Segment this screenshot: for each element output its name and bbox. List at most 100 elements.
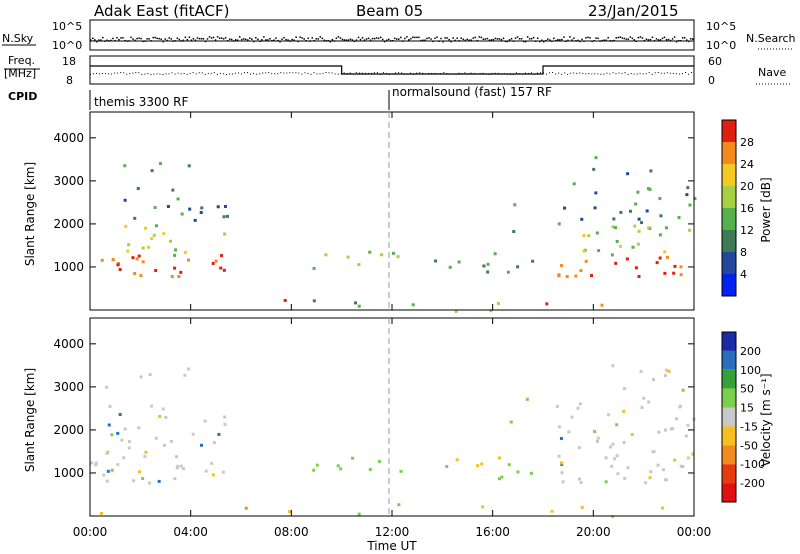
nsky-point <box>245 38 247 41</box>
nave-point <box>561 73 563 75</box>
velocity-colorbar-label: Velocity [m s⁻¹] <box>759 373 773 466</box>
nsky-point <box>631 37 634 40</box>
power-panel: 1000 2000 3000 4000 Slant Range [km] 4 8 12 16… <box>23 111 773 313</box>
colorbar-tick-label: 200 <box>740 345 761 358</box>
nsky-point <box>442 40 444 43</box>
nave-point <box>120 72 122 74</box>
nsky-point <box>474 36 477 39</box>
cpid-panel: CPID themis 3300 RF normalsound (fast) 1… <box>8 85 552 110</box>
nsky-point <box>496 38 499 40</box>
nave-point <box>132 72 134 74</box>
nave-point <box>642 73 644 75</box>
nave-point <box>307 72 309 74</box>
colorbar-swatch <box>722 142 736 164</box>
nave-point <box>102 73 104 75</box>
heatmap-cell <box>94 463 98 467</box>
heatmap-cell <box>193 218 197 222</box>
nave-point <box>108 73 110 75</box>
x-tick-label: 00:00 <box>677 525 712 539</box>
nsky-point <box>176 37 179 40</box>
nsky-point <box>202 38 205 40</box>
heatmap-cell <box>674 417 678 421</box>
nave-point <box>503 73 505 75</box>
colorbar-tick-label: 8 <box>740 246 747 259</box>
heatmap-cell <box>613 457 617 461</box>
heatmap-cell <box>122 456 126 460</box>
heatmap-cell <box>164 415 168 419</box>
nave-point <box>666 72 668 74</box>
nave-point <box>512 73 514 75</box>
heatmap-cell <box>587 234 591 238</box>
nsky-point <box>110 39 112 42</box>
nsky-point <box>549 39 551 41</box>
heatmap-cell <box>579 481 583 485</box>
nsky-point <box>100 39 102 41</box>
nave-point <box>222 73 224 75</box>
nsky-point <box>188 36 191 38</box>
heatmap-cell <box>152 233 156 237</box>
heatmap-cell <box>179 464 183 468</box>
nave-point <box>482 72 484 74</box>
nave-point <box>533 73 535 75</box>
heatmap-cell <box>596 436 600 440</box>
nsky-point <box>520 37 523 40</box>
nsky-point <box>136 37 138 40</box>
nave-point <box>370 72 372 74</box>
heatmap-cell <box>174 248 178 252</box>
heatmap-cell <box>124 224 128 228</box>
heatmap-cell <box>175 455 179 459</box>
heatmap-cell <box>203 419 207 423</box>
nsky-point <box>158 37 160 40</box>
heatmap-cell <box>176 197 180 201</box>
y-tick-label: 4000 <box>53 131 84 145</box>
nave-point <box>114 72 116 74</box>
nave-point <box>515 72 517 74</box>
nsky-point <box>615 37 617 39</box>
colorbar-frame <box>721 331 737 503</box>
nsky-point <box>492 38 495 41</box>
y-tick-label: 4000 <box>53 337 84 351</box>
nsky-point <box>633 39 636 41</box>
nsky-point <box>98 39 100 41</box>
heatmap-cell <box>187 164 191 168</box>
nsky-point <box>466 38 468 41</box>
nave-point <box>410 72 412 74</box>
heatmap-cell <box>663 250 667 254</box>
heatmap-cell <box>580 505 584 509</box>
nave-point <box>497 72 499 74</box>
nsky-point <box>585 37 587 39</box>
nsky-point <box>436 36 438 38</box>
heatmap-cell <box>667 369 671 373</box>
nsky-point <box>571 39 573 41</box>
heatmap-cell <box>498 477 502 481</box>
nsky-point <box>587 36 589 39</box>
nsky-point <box>569 36 571 38</box>
heatmap-cell <box>123 427 127 431</box>
heatmap-cell <box>600 303 604 307</box>
nsky-point <box>641 37 644 39</box>
nsky-point <box>567 39 569 42</box>
heatmap-cell <box>500 475 504 479</box>
heatmap-cell <box>144 450 148 454</box>
nsky-point <box>116 36 118 39</box>
nsky-point <box>148 38 150 40</box>
nsky-point <box>118 38 120 41</box>
nsky-point <box>637 36 640 39</box>
heatmap-cell <box>133 271 137 275</box>
nsky-point <box>208 36 211 38</box>
nsky-point <box>96 40 98 43</box>
heatmap-cell <box>610 464 614 468</box>
heatmap-cell <box>678 405 682 409</box>
heatmap-cell <box>512 230 516 234</box>
nsky-point <box>315 38 317 40</box>
heatmap-cell <box>368 467 372 471</box>
heatmap-cell <box>120 438 124 442</box>
nave-point <box>455 73 457 75</box>
nsky-point <box>398 38 400 40</box>
nave-point <box>488 73 490 75</box>
nave-point <box>648 72 650 74</box>
nsky-point <box>404 37 406 40</box>
heatmap-cell <box>118 413 122 417</box>
nave-point <box>219 72 221 74</box>
colorbar-tick-label: 28 <box>740 136 754 149</box>
